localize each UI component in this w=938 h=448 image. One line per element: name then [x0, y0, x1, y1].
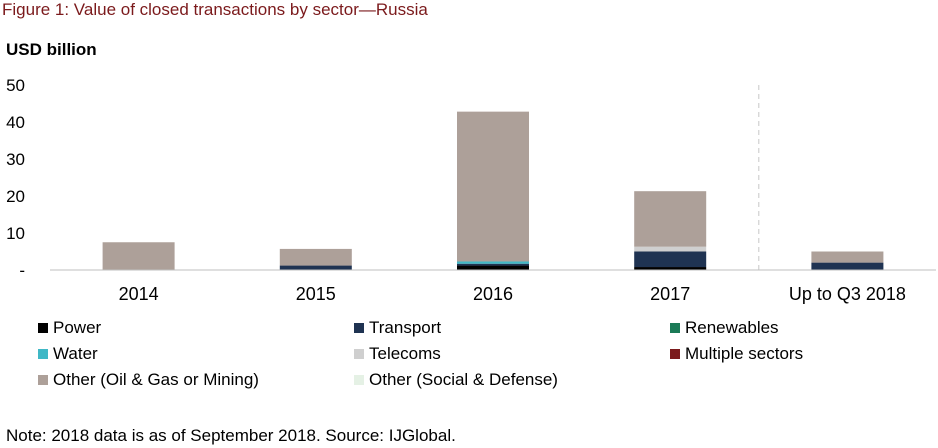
legend-swatch-transport	[354, 323, 364, 333]
legend-item-renewables: Renewables	[670, 318, 779, 338]
x-tick-label-2016: 2016	[473, 284, 513, 304]
legend-row-3: Other (Oil & Gas or Mining) Other (Socia…	[38, 370, 918, 396]
figure-title: Figure 1: Value of closed transactions b…	[2, 0, 428, 19]
bar-up-to-q3-2018-transport	[811, 262, 884, 270]
legend-swatch-telecoms	[354, 349, 364, 359]
legend-swatch-multiple-sectors	[670, 349, 680, 359]
legend-row-1: Power Transport Renewables	[38, 318, 918, 344]
bar-2016-water	[457, 261, 529, 264]
legend-label-other-oil-gas-mining: Other (Oil & Gas or Mining)	[53, 370, 259, 389]
x-tick-label-2015: 2015	[296, 284, 336, 304]
y-tick-label-5: 50	[6, 76, 25, 95]
stacked-bar-chart: - 10 20 30 40 50 2014 2015 2016 2017 Up to Q3 2018	[6, 76, 936, 304]
legend-label-telecoms: Telecoms	[369, 344, 441, 363]
legend-label-transport: Transport	[369, 318, 442, 337]
bar-2015-transport	[279, 265, 352, 270]
axis-layer: - 10 20 30 40 50 2014 2015 2016 2017 Up to Q3 2018	[6, 76, 936, 304]
legend-item-water: Water	[38, 344, 98, 364]
legend-swatch-renewables	[670, 323, 680, 333]
legend-label-power: Power	[53, 318, 102, 337]
y-axis-unit-label: USD billion	[6, 40, 97, 59]
y-tick-label-2: 20	[6, 187, 25, 206]
legend-item-telecoms: Telecoms	[354, 344, 441, 364]
bar-2016-power	[457, 265, 529, 270]
x-tick-label-2014: 2014	[119, 284, 159, 304]
legend-label-multiple-sectors: Multiple sectors	[685, 344, 804, 363]
bar-2014-other-oil-gas-or-mining	[102, 242, 175, 270]
legend-swatch-other-oil-gas-mining	[38, 375, 48, 385]
bar-2017-transport	[634, 251, 707, 268]
legend-swatch-water	[38, 349, 48, 359]
bar-2016-other-oil-gas-or-mining	[457, 111, 529, 262]
x-tick-label-2017: 2017	[650, 284, 690, 304]
legend-label-water: Water	[53, 344, 98, 363]
legend-swatch-power	[38, 323, 48, 333]
legend-item-power: Power	[38, 318, 101, 338]
figure-note: Note: 2018 data is as of September 2018.…	[6, 426, 456, 445]
bar-2017-other-oil-gas-or-mining	[634, 191, 707, 247]
chart-legend: Power Transport Renewables Water Telecom…	[38, 318, 918, 396]
bar-2017-power	[634, 267, 707, 270]
legend-item-other-oil-gas-mining: Other (Oil & Gas or Mining)	[38, 370, 259, 390]
y-tick-label-1: 10	[6, 224, 25, 243]
y-tick-label-3: 30	[6, 150, 25, 169]
bar-2017-telecoms	[634, 246, 707, 252]
x-tick-label-up-to-q3-2018: Up to Q3 2018	[789, 284, 906, 304]
legend-item-other-social-defense: Other (Social & Defense)	[354, 370, 558, 390]
legend-item-multiple-sectors: Multiple sectors	[670, 344, 803, 364]
bar-up-to-q3-2018-other-oil-gas-or-mining	[811, 251, 884, 263]
legend-label-renewables: Renewables	[685, 318, 779, 337]
y-tick-label-4: 40	[6, 113, 25, 132]
bar-2016-transport	[457, 263, 529, 266]
bar-2015-other-oil-gas-or-mining	[279, 248, 352, 266]
legend-row-2: Water Telecoms Multiple sectors	[38, 344, 918, 370]
legend-swatch-other-social-defense	[354, 375, 364, 385]
legend-item-transport: Transport	[354, 318, 441, 338]
bars-layer	[102, 111, 884, 270]
legend-label-other-social-defense: Other (Social & Defense)	[369, 370, 558, 389]
y-tick-label-0: -	[19, 261, 25, 280]
